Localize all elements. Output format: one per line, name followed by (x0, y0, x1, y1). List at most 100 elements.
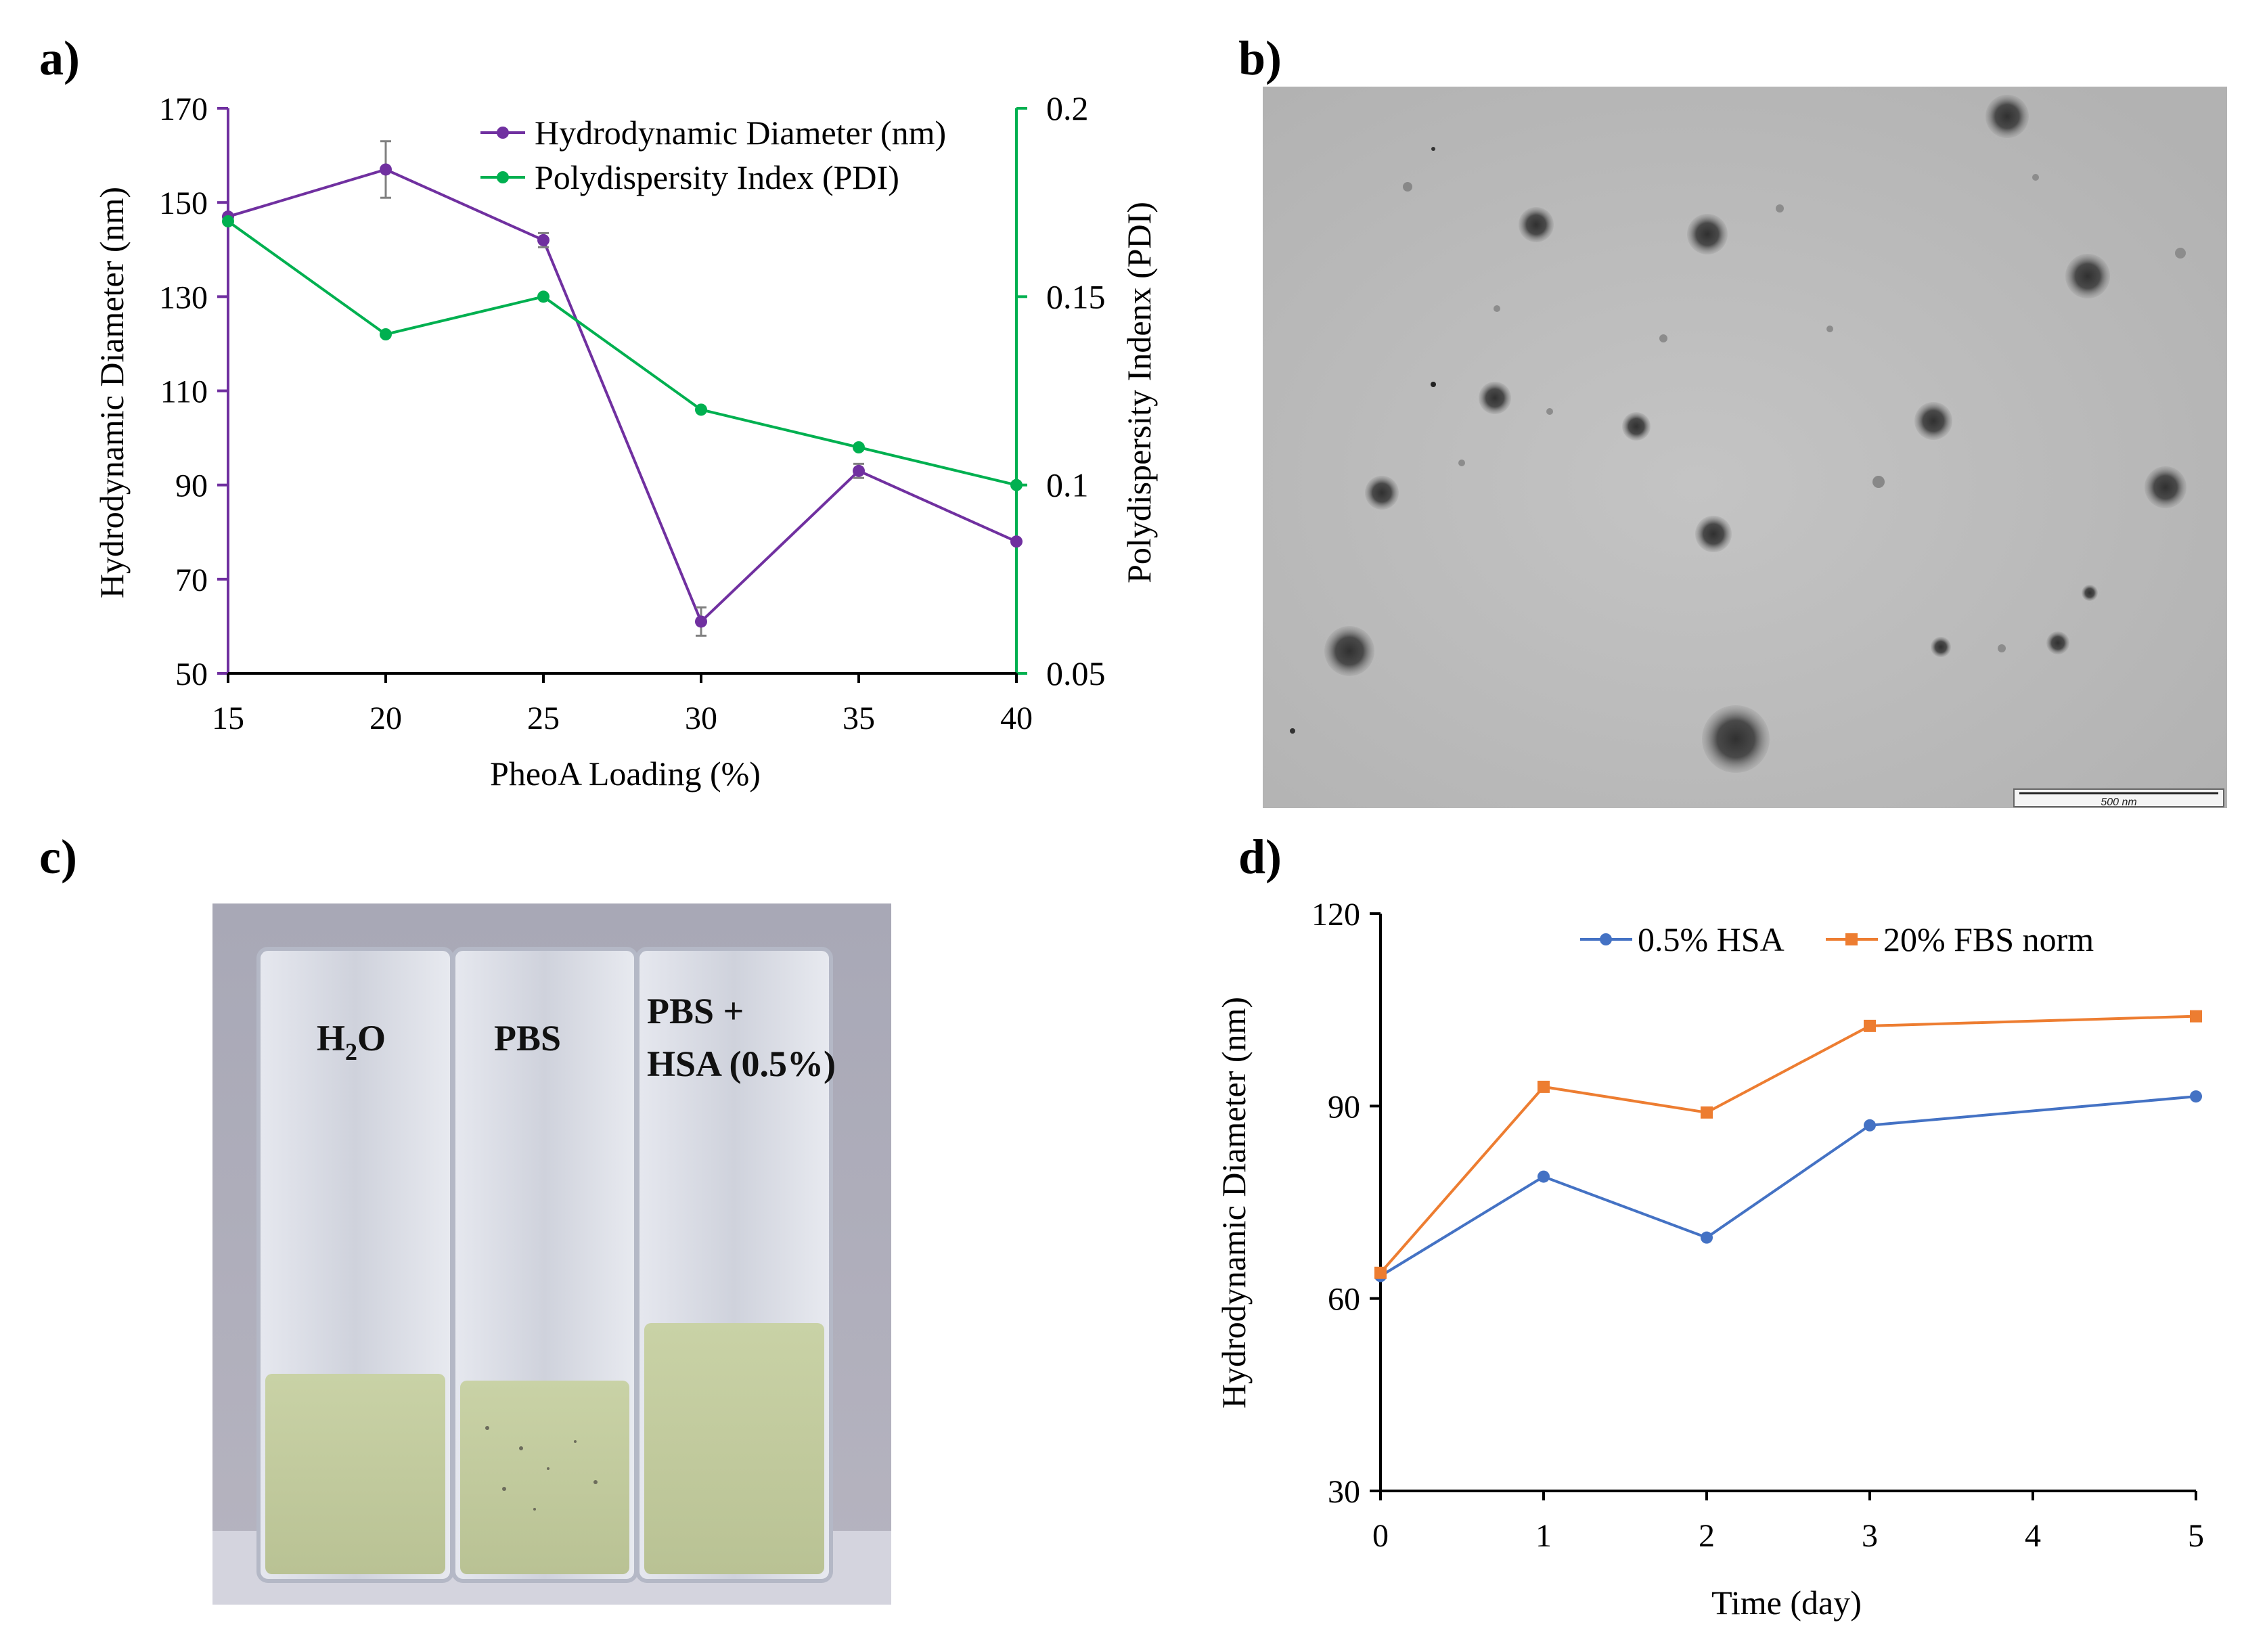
cuvette-liquid (644, 1323, 824, 1574)
micrograph-background (1263, 87, 2227, 808)
aggregate-speck (547, 1467, 549, 1470)
nanoparticle (1290, 728, 1295, 734)
chart-a: Hydrodynamic Diameter (nm) Polydispersit… (93, 89, 1158, 792)
chart-d: Hydrodynamic Diameter (nm) Time (day) 30… (1215, 897, 2204, 1622)
cuvette-pbs-hsa (635, 947, 833, 1583)
y-tick-label: 150 (159, 185, 208, 221)
data-point-hsa (1864, 1119, 1876, 1132)
chart-d-ylabel: Hydrodynamic Diameter (nm) (1215, 997, 1253, 1408)
y-tick-label: 70 (175, 562, 208, 598)
y2-tick-label: 0.1 (1046, 466, 1089, 504)
y2-tick-label: 0.15 (1046, 277, 1106, 315)
chart-d-legend: 0.5% HSA 20% FBS norm (1580, 920, 2094, 958)
cuvette-h2o (256, 947, 454, 1583)
label-h2o-o: O (357, 1018, 386, 1058)
y-tick-label: 50 (175, 656, 208, 692)
scale-bar: 500 nm (2013, 788, 2224, 808)
nanoparticle (2175, 248, 2186, 259)
cuvette-pbs (451, 947, 638, 1583)
legend-label-diameter: Hydrodynamic Diameter (nm) (535, 114, 946, 152)
y-tick-label: 30 (1328, 1474, 1360, 1510)
chart-a-ylabel: Hydrodynamic Diameter (nm) (93, 187, 131, 598)
nanoparticle (1659, 334, 1667, 342)
x-tick-label: 3 (1862, 1518, 1878, 1554)
label-h2o: H2O (317, 1018, 386, 1065)
label-pbs: PBS (494, 1018, 561, 1058)
y-tick-label: 120 (1311, 897, 1360, 933)
chart-a-xlabel: PheoA Loading (%) (490, 755, 761, 792)
label-pbs-hsa-line2: HSA (0.5%) (647, 1044, 836, 1084)
legend-label-hsa: 0.5% HSA (1638, 920, 1785, 958)
series-line-fbs (1379, 1014, 2197, 1274)
panel-label-a: a) (39, 31, 80, 85)
nanoparticle (2082, 585, 2098, 601)
legend-marker-pdi (497, 171, 509, 183)
nanoparticle (2046, 631, 2069, 654)
nanoparticle (2065, 254, 2110, 298)
nanoparticle (1931, 637, 1951, 657)
nanoparticle (1914, 402, 1952, 440)
nanoparticle (1622, 412, 1651, 441)
panel-label-d: d) (1238, 830, 1282, 884)
x-tick-label: 25 (527, 700, 560, 736)
chart-a-legend: Hydrodynamic Diameter (nm) Polydispersit… (480, 114, 946, 196)
nanoparticle (2032, 174, 2039, 181)
aggregate-speck (593, 1480, 598, 1484)
x-tick-label: 1 (1535, 1518, 1552, 1554)
nanoparticle (1403, 182, 1412, 192)
nanoparticle (1365, 476, 1399, 510)
cuvette-photo: H2O PBS PBS + HSA (0.5%) (212, 903, 891, 1605)
nanoparticle (1519, 207, 1554, 242)
nanoparticle (1431, 382, 1436, 387)
data-point-pdi (380, 328, 392, 340)
cuvette-liquid (460, 1381, 629, 1574)
panel-label-b: b) (1238, 31, 1282, 85)
data-point-fbs (1374, 1266, 1387, 1279)
data-point-diameter (695, 615, 707, 628)
nanoparticle (1872, 476, 1885, 488)
scale-bar-box (2013, 788, 2224, 807)
legend-marker-fbs (1845, 933, 1858, 945)
data-point-hsa (1701, 1231, 1713, 1244)
data-point-fbs (1538, 1080, 1550, 1093)
x-tick-label: 15 (212, 700, 244, 736)
data-point-pdi (853, 441, 865, 453)
legend-marker-diameter (497, 127, 509, 139)
nanoparticle (1546, 408, 1553, 415)
legend-marker-hsa (1600, 933, 1612, 945)
aggregate-speck (574, 1440, 577, 1443)
series-line-pdi (227, 220, 1017, 487)
x-tick-label: 5 (2188, 1518, 2204, 1554)
nanoparticle (1985, 95, 2029, 138)
data-point-diameter (853, 464, 865, 477)
y-tick-label: 60 (1328, 1282, 1360, 1318)
nanoparticle (2145, 466, 2186, 508)
nanoparticle (1998, 644, 2006, 652)
data-point-fbs (1864, 1019, 1876, 1032)
nanoparticle (1479, 382, 1511, 414)
nanoparticle (1776, 204, 1784, 213)
label-h2o-h: H (317, 1018, 345, 1058)
series-line-hsa (1379, 1095, 2197, 1278)
data-point-pdi (537, 290, 549, 303)
y2-tick-label: 0.05 (1046, 654, 1106, 692)
aggregate-speck (502, 1487, 506, 1491)
series-line-diameter (227, 168, 1017, 624)
data-point-pdi (695, 403, 707, 416)
nanoparticle (1431, 147, 1435, 151)
data-point-hsa (2190, 1090, 2202, 1103)
legend-label-fbs: 20% FBS norm (1883, 920, 2094, 958)
data-point-diameter (1010, 535, 1023, 548)
nanoparticle (1324, 626, 1374, 676)
aggregate-speck (533, 1508, 536, 1511)
aggregate-speck (519, 1446, 523, 1450)
aggregate-speck (485, 1426, 489, 1430)
nanoparticle (1702, 705, 1770, 773)
data-point-pdi (222, 215, 234, 227)
x-tick-label: 40 (1000, 700, 1033, 736)
x-tick-label: 20 (369, 700, 402, 736)
scale-bar-label: 500 nm (2101, 797, 2136, 808)
x-tick-label: 35 (843, 700, 875, 736)
y-tick-label: 130 (159, 280, 208, 315)
